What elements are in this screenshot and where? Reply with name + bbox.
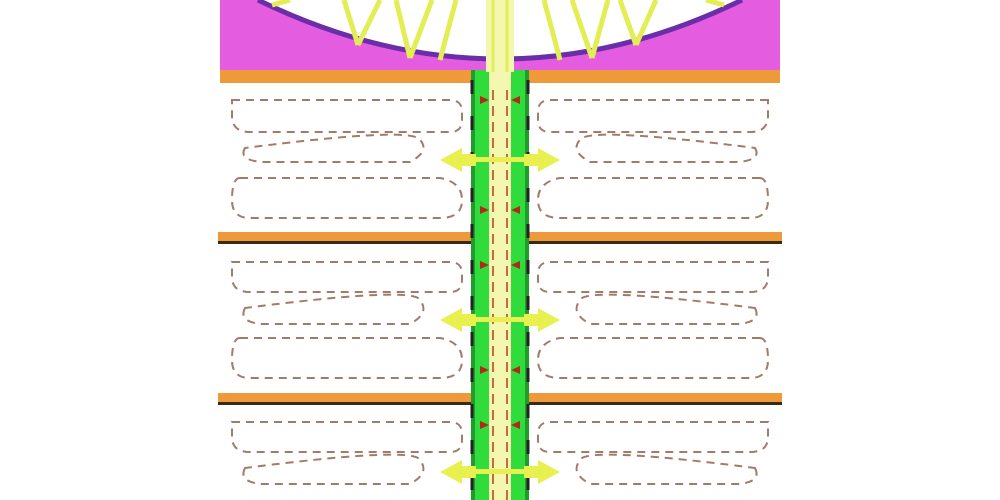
flow-loop-bottom-left-a bbox=[231, 421, 463, 453]
flow-loop-lower-right bbox=[536, 177, 770, 219]
support-strand bbox=[355, 0, 383, 47]
baffle-1-right bbox=[528, 232, 782, 242]
flow-loop-upper-right bbox=[537, 99, 769, 133]
red-arrow-marker bbox=[511, 206, 520, 214]
central-shaft bbox=[470, 0, 530, 500]
yellow-arrow-left bbox=[440, 308, 476, 332]
baffle-2-left-shadow bbox=[218, 402, 472, 405]
flow-loop-bottom-right-a bbox=[537, 421, 769, 453]
red-arrow-marker bbox=[480, 96, 489, 104]
flow-loop-mid-right-a bbox=[537, 261, 769, 293]
baffle-2-right bbox=[528, 393, 782, 403]
red-arrow-marker bbox=[480, 261, 489, 269]
support-strand bbox=[437, 0, 459, 61]
support-strand bbox=[569, 0, 595, 59]
top-plate-right bbox=[528, 70, 780, 83]
support-strand bbox=[589, 0, 611, 59]
flow-loop-mid-right-c bbox=[536, 337, 770, 379]
yellow-arrow-left bbox=[440, 148, 476, 172]
support-strand bbox=[341, 0, 361, 46]
red-arrow-marker bbox=[511, 261, 520, 269]
top-plate bbox=[220, 70, 780, 83]
flow-loop-mid-left-b bbox=[242, 293, 425, 325]
baffle-2 bbox=[218, 393, 782, 405]
red-arrow-markers bbox=[480, 96, 520, 429]
baffle-1-right-shadow bbox=[528, 241, 782, 244]
red-arrow-marker bbox=[480, 366, 489, 374]
red-arrow-marker bbox=[480, 206, 489, 214]
flow-loop-mid-left-c bbox=[230, 337, 464, 379]
flow-loop-upper-left-drop bbox=[242, 133, 425, 163]
yellow-arrow-pair-3 bbox=[440, 460, 560, 484]
yellow-arrow-stem bbox=[476, 317, 524, 322]
yellow-arrow-stem bbox=[476, 469, 524, 474]
top-plate-left bbox=[220, 70, 472, 83]
baffle-1-left bbox=[218, 232, 472, 242]
red-arrow-marker bbox=[511, 421, 520, 429]
support-strand bbox=[393, 0, 413, 59]
flow-loops bbox=[230, 99, 770, 485]
yellow-arrow-right bbox=[524, 308, 560, 332]
support-strands bbox=[271, 0, 725, 61]
red-arrow-marker bbox=[511, 366, 520, 374]
shaft-core bbox=[489, 70, 511, 500]
flow-loop-bottom-left-b bbox=[242, 453, 425, 485]
baffle-1-left-shadow bbox=[218, 241, 472, 244]
support-strand bbox=[617, 0, 639, 46]
flow-loop-upper-right-drop bbox=[575, 133, 758, 163]
shaft-neck bbox=[486, 0, 514, 72]
baffle-2-right-shadow bbox=[528, 402, 782, 405]
flow-loop-upper-left bbox=[231, 99, 463, 133]
yellow-arrow-stem bbox=[476, 157, 524, 162]
red-arrow-marker bbox=[480, 421, 489, 429]
flow-loop-lower-left bbox=[230, 177, 464, 219]
yellow-arrow-right bbox=[524, 460, 560, 484]
yellow-arrow-right bbox=[524, 148, 560, 172]
support-strand bbox=[633, 0, 659, 47]
baffle-2-left bbox=[218, 393, 472, 403]
baffle-1 bbox=[218, 232, 782, 244]
support-strand bbox=[541, 0, 563, 61]
yellow-arrow-pair-2 bbox=[440, 308, 560, 332]
support-strand bbox=[407, 0, 435, 59]
red-arrow-marker bbox=[511, 96, 520, 104]
baffles bbox=[218, 232, 782, 405]
flow-loop-mid-right-b bbox=[575, 293, 758, 325]
radial-flow-arrows bbox=[440, 148, 560, 484]
support-strand bbox=[705, 0, 725, 8]
flow-loop-mid-left-a bbox=[231, 261, 463, 293]
support-strand bbox=[271, 0, 291, 8]
yellow-arrow-pair-1 bbox=[440, 148, 560, 172]
flow-loop-bottom-right-b bbox=[575, 453, 758, 485]
yellow-arrow-left bbox=[440, 460, 476, 484]
